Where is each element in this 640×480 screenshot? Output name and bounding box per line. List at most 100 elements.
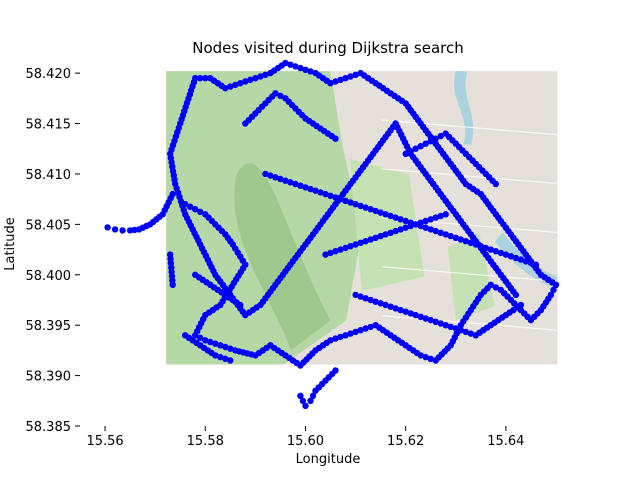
- data-point-trail: [347, 73, 354, 80]
- map-park-east: [350, 159, 425, 292]
- data-point-trail: [352, 328, 359, 336]
- data-point-trail: [342, 197, 349, 204]
- data-point-trail: [329, 370, 336, 378]
- data-point-trail: [427, 355, 434, 362]
- data-point-trail: [248, 113, 256, 121]
- data-point-trail: [435, 143, 442, 151]
- data-point: [367, 236, 374, 243]
- data-point-trail: [210, 77, 218, 84]
- data-point: [202, 337, 209, 344]
- data-point-trail: [392, 227, 399, 235]
- x-tick-label: 15.64: [487, 434, 524, 449]
- data-point-trail: [156, 213, 163, 220]
- data-point-trail: [420, 123, 427, 131]
- data-point-trail: [197, 334, 204, 341]
- data-point-trail: [357, 293, 364, 300]
- map-road: [381, 119, 558, 136]
- data-point-trail: [437, 229, 444, 236]
- data-point: [442, 211, 449, 218]
- data-point-trail: [203, 279, 210, 286]
- map-road: [381, 168, 558, 185]
- data-point: [517, 256, 525, 263]
- data-point-trail: [387, 212, 394, 220]
- data-point-trail: [247, 76, 254, 84]
- data-point-trail: [207, 338, 214, 346]
- data-point: [427, 216, 434, 223]
- data-point-trail: [332, 248, 339, 255]
- data-point-trail: [272, 174, 279, 181]
- data-point-trail: [297, 182, 304, 189]
- data-point-trail: [449, 137, 456, 144]
- data-point-trail: [362, 325, 369, 332]
- data-point-trail: [299, 244, 307, 252]
- y-tick-label: 58.395: [26, 319, 72, 334]
- data-point-trail: [527, 259, 535, 267]
- data-point-trail: [483, 324, 491, 331]
- x-tick-label: 15.58: [187, 434, 224, 449]
- data-point-trail: [391, 92, 398, 100]
- data-point-trail: [452, 234, 459, 241]
- data-point-trail: [302, 184, 309, 191]
- data-point: [277, 175, 284, 183]
- y-axis-label: Latitude: [3, 217, 18, 271]
- data-point-trail: [432, 214, 439, 221]
- data-point-trail: [541, 274, 548, 281]
- y-tick-label: 58.400: [26, 269, 72, 284]
- data-point: [412, 145, 419, 152]
- data-point-trail: [359, 164, 367, 171]
- data-point-trail: [444, 345, 451, 352]
- data-point-trail: [227, 345, 234, 352]
- axes: 15.56 15.58 15.60 15.62 15.64 58.385 58.390 58.…: [26, 67, 525, 449]
- data-point: [352, 291, 359, 299]
- data-point-trail: [534, 310, 541, 317]
- data-point-trail: [193, 339, 200, 346]
- data-point-trail: [477, 243, 484, 250]
- data-point-trail: [287, 179, 294, 186]
- data-point-trail: [262, 71, 269, 79]
- data-point-trail: [194, 328, 201, 335]
- data-point-trail: [512, 254, 520, 262]
- data-point-trail: [407, 310, 414, 317]
- data-point-trail: [462, 238, 469, 245]
- data-point-trail: [217, 353, 224, 361]
- data-point: [397, 226, 404, 233]
- data-point-trail: [550, 286, 557, 294]
- data-point: [427, 316, 434, 324]
- data-point-trail: [484, 285, 491, 292]
- data-point-trail: [367, 323, 374, 331]
- data-point-trail: [377, 300, 384, 307]
- data-point: [352, 241, 359, 248]
- data-point-trail: [417, 143, 424, 150]
- data-point-trail: [316, 72, 323, 79]
- data-point-trail: [344, 184, 352, 191]
- data-point-trail: [327, 249, 334, 257]
- data-point-trail: [407, 222, 414, 230]
- data-point: [357, 327, 364, 334]
- data-point-trail: [328, 132, 335, 140]
- data-point-trail: [432, 318, 439, 325]
- data-point-trail: [302, 66, 309, 74]
- data-point: [532, 261, 540, 268]
- data-point-trail: [405, 103, 412, 110]
- data-point-trail: [357, 239, 364, 246]
- y-tick-label: 58.415: [26, 118, 72, 133]
- data-point-trail: [495, 214, 502, 221]
- data-point-trail: [171, 176, 178, 183]
- data-point-trail: [233, 299, 240, 306]
- data-point-trail: [482, 244, 489, 252]
- data-point-trail: [447, 232, 454, 240]
- data-point-trail: [422, 224, 429, 231]
- data-point-trail: [314, 224, 322, 231]
- data-point: [111, 226, 119, 233]
- data-point-trail: [178, 116, 185, 123]
- data-point-trail: [312, 187, 319, 194]
- data-point: [442, 322, 449, 329]
- data-point: [342, 75, 349, 82]
- data-point-trail: [465, 227, 472, 235]
- map-river-north: [454, 71, 474, 145]
- data-point-trail: [504, 293, 511, 300]
- data-point-trail: [357, 202, 364, 210]
- data-point-trail: [219, 298, 226, 305]
- data-point-trail: [452, 325, 459, 332]
- data-point-trail: [292, 63, 299, 70]
